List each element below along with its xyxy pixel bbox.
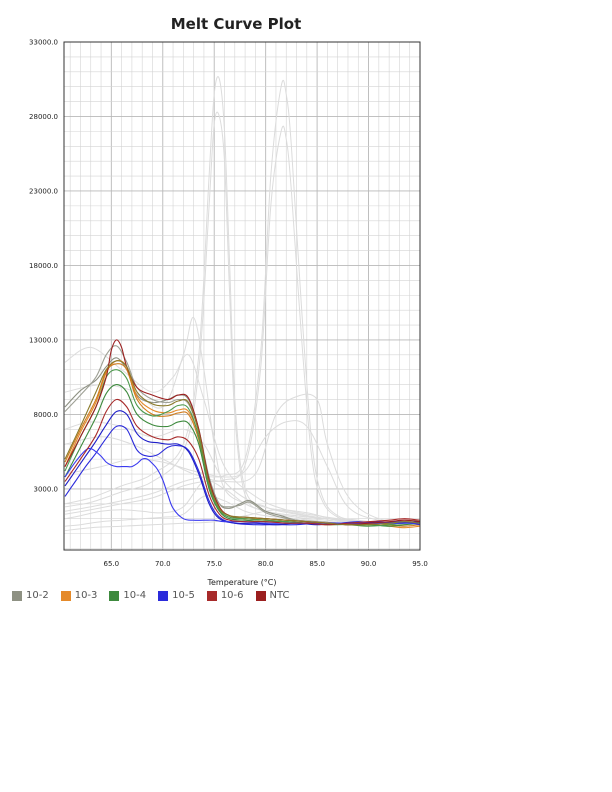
legend-label: 10-6 — [220, 590, 244, 601]
background-trace — [64, 111, 421, 526]
x-tick-label: 95.0 — [412, 560, 428, 568]
x-axis-label: Temperature (°C) — [206, 578, 276, 587]
x-axis-ticks: 65.0 70.0 75.0 80.0 85.0 90.0 95.0 — [104, 560, 428, 568]
series-layer — [64, 339, 421, 529]
x-tick-label: 80.0 — [258, 560, 274, 568]
legend-swatch — [12, 590, 22, 601]
legend-item: 10-5 — [158, 590, 195, 601]
background-trace — [64, 346, 421, 524]
y-tick-label: 28000.0 — [29, 113, 58, 121]
y-tick-label: 8000.0 — [34, 411, 59, 419]
legend-swatch — [255, 590, 266, 601]
plot-frame — [63, 41, 421, 551]
chart-title: Melt Curve Plot — [171, 15, 302, 33]
background-trace — [64, 420, 421, 524]
series-line-10-5 — [64, 447, 420, 524]
legend-label: 10-4 — [123, 590, 147, 601]
series-line-ntc — [64, 360, 421, 526]
y-tick-label: 3000.0 — [34, 485, 59, 493]
x-tick-label: 75.0 — [206, 560, 222, 568]
legend-swatch — [109, 590, 120, 601]
legend-label: 10-3 — [74, 590, 98, 601]
background-trace — [64, 393, 421, 523]
x-tick-label: 90.0 — [361, 560, 377, 568]
chart-legend: 10-2 10-3 10-4 10-5 10-6 NTC — [12, 590, 290, 601]
legend-label: 10-5 — [172, 590, 195, 601]
legend-label: 10-2 — [26, 590, 49, 601]
plot-area — [64, 42, 420, 550]
legend-item: 10-2 — [12, 590, 49, 601]
legend-swatch — [206, 590, 217, 601]
series-line-10-6 — [64, 398, 421, 526]
y-tick-label: 18000.0 — [29, 262, 58, 270]
legend-item: 10-6 — [206, 590, 244, 601]
background-trace — [64, 495, 421, 527]
legend-swatch — [158, 590, 169, 601]
x-tick-label: 85.0 — [309, 560, 325, 568]
background-trace — [64, 79, 421, 524]
legend-item: 10-4 — [109, 590, 146, 601]
y-tick-label: 33000.0 — [29, 39, 58, 47]
x-tick-label: 70.0 — [155, 560, 171, 568]
y-tick-label: 13000.0 — [29, 336, 58, 344]
background-trace — [64, 480, 421, 524]
x-tick-label: 65.0 — [104, 560, 120, 568]
legend-label: NTC — [269, 590, 290, 601]
y-tick-label: 23000.0 — [29, 187, 58, 195]
background-trace — [64, 125, 421, 526]
legend-swatch — [60, 590, 71, 601]
y-axis-ticks: 3000.0 8000.0 13000.0 18000.0 23000.0 28000.0… — [29, 39, 58, 494]
legend-item: 10-3 — [60, 590, 98, 601]
legend-item: NTC — [255, 590, 290, 601]
